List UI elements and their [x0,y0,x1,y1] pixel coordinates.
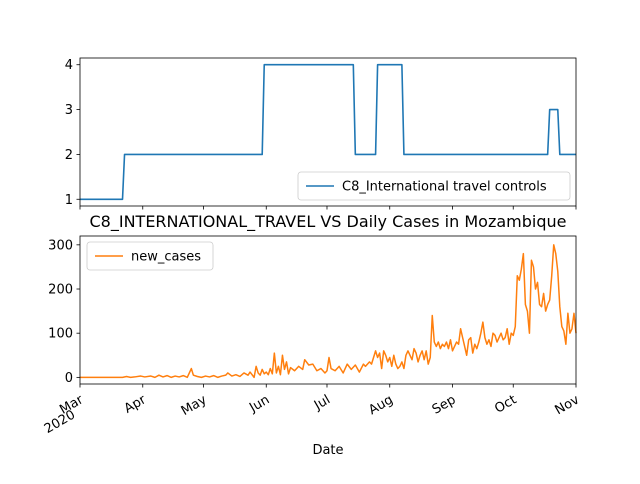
y-tick-label: 200 [48,283,73,298]
legend-label: C8_International travel controls [342,180,547,195]
plot-frame [79,57,577,207]
legend: new_cases [86,241,214,271]
legend-label: new_cases [131,250,201,265]
plot-frame [79,235,577,385]
x-tick-label: Jul [311,392,333,413]
x-axis-label: Date [312,443,343,458]
y-tick-label: 1 [65,193,73,208]
y-tick-label: 2 [65,148,73,163]
legend-box [86,241,214,271]
daily-cases-plot: C8_INTERNATIONAL_TRAVEL VS Daily Cases i… [42,212,582,458]
legend-box [297,171,571,201]
y-tick-label: 4 [65,58,73,73]
series-line [80,63,576,201]
x-axis-ticks [79,206,577,210]
legend: C8_International travel controls [297,171,571,201]
travel-controls-plot: 1 2 3 4 C8_International travel controls [65,57,577,210]
y-tick-label: 3 [65,103,73,118]
y-axis-ticks: 1 2 3 4 [65,58,80,208]
y-tick-label: 100 [48,327,73,342]
y-tick-label: 0 [65,371,73,386]
series-line [80,244,577,379]
chart-title: C8_INTERNATIONAL_TRAVEL VS Daily Cases i… [90,212,567,232]
series-lines [80,63,576,201]
y-tick-label: 300 [48,238,73,253]
y-axis-ticks: 0 100 200 300 [48,238,80,386]
series-lines [80,244,577,379]
